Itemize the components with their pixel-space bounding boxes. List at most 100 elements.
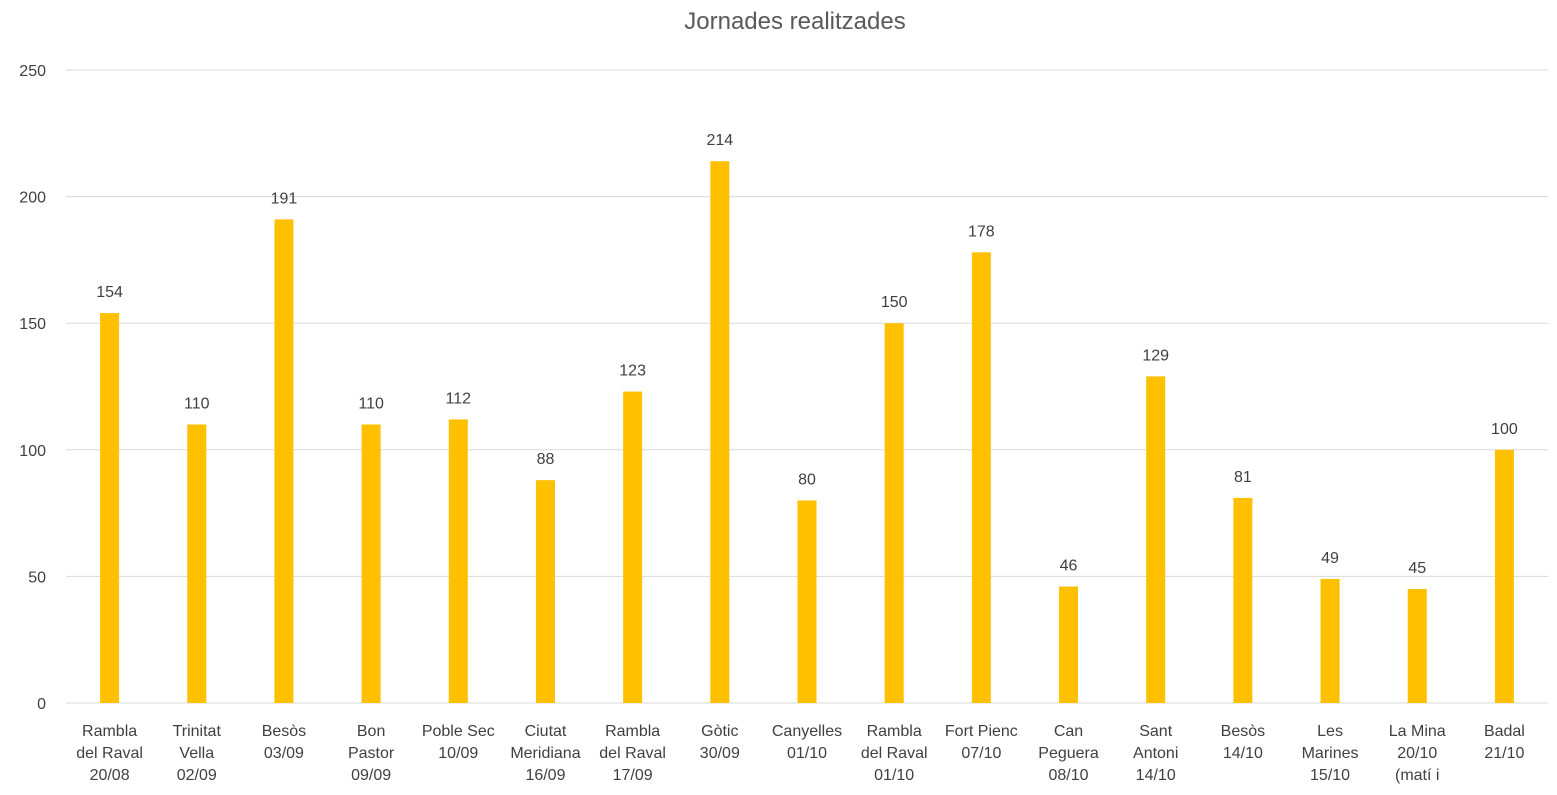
x-tick-label: Besòs 14/10 xyxy=(1221,723,1265,762)
data-label: 154 xyxy=(96,284,123,301)
x-tick-line: Meridiana xyxy=(510,745,580,762)
x-tick-line: Rambla xyxy=(605,723,660,740)
x-tick-line: 15/10 xyxy=(1310,767,1350,784)
x-tick-line: 16/09 xyxy=(525,767,565,784)
x-tick-label: Besòs 03/09 xyxy=(262,723,306,762)
x-tick-line: La Mina xyxy=(1389,723,1446,740)
x-tick-line: Badal xyxy=(1484,723,1525,740)
x-tick-line: 17/09 xyxy=(613,767,653,784)
x-tick-line: Can xyxy=(1054,723,1083,740)
bar xyxy=(1407,589,1427,703)
x-tick-label: Canyelles 01/10 xyxy=(772,723,842,762)
x-tick-line: Gòtic xyxy=(701,723,738,740)
x-tick-label: Poble Sec 10/09 xyxy=(422,723,495,762)
bar xyxy=(1146,376,1166,703)
x-tick-line: Ciutat xyxy=(525,723,567,740)
x-tick-line: Canyelles xyxy=(772,723,842,740)
x-tick-label: Gòtic 30/09 xyxy=(700,723,740,762)
bar xyxy=(448,419,468,703)
x-tick-label: Sant Antoni 14/10 xyxy=(1133,723,1178,784)
bar xyxy=(1059,586,1079,703)
x-tick-label: Fort Pienc 07/10 xyxy=(945,723,1018,762)
x-tick-label: Les Marines 15/10 xyxy=(1302,723,1359,784)
bar xyxy=(361,424,381,703)
x-tick-line: del Raval xyxy=(599,745,666,762)
x-tick-line: Besòs xyxy=(262,723,306,740)
x-tick-line: Bon xyxy=(357,723,385,740)
x-tick-line: 21/10 xyxy=(1484,745,1524,762)
x-axis-ticks: Rambla del Raval 20/08 Trinitat Vella 02/09 Be… xyxy=(76,723,1525,784)
bar xyxy=(1494,449,1514,703)
bar xyxy=(884,323,904,703)
x-tick-line: Rambla xyxy=(867,723,922,740)
data-label: 81 xyxy=(1234,469,1252,486)
x-tick-line: 03/09 xyxy=(264,745,304,762)
y-tick-label: 250 xyxy=(19,63,46,80)
x-tick-line: Besòs xyxy=(1221,723,1265,740)
x-tick-line: 14/10 xyxy=(1136,767,1176,784)
y-tick-label: 0 xyxy=(37,696,46,713)
x-tick-label: Can Peguera 08/10 xyxy=(1038,723,1099,784)
x-tick-line: 10/09 xyxy=(438,745,478,762)
y-tick-label: 50 xyxy=(28,569,46,586)
data-labels: 154 110 191 110 112 88 123 214 80 150 178 46 129 81 49… xyxy=(96,132,1518,577)
data-label: 46 xyxy=(1060,558,1078,575)
y-tick-label: 200 xyxy=(19,190,46,207)
x-tick-line: 30/09 xyxy=(700,745,740,762)
data-label: 112 xyxy=(446,390,472,407)
data-label: 110 xyxy=(184,395,210,412)
x-tick-label: Trinitat Vella 02/09 xyxy=(173,723,222,784)
x-tick-line: 01/10 xyxy=(787,745,827,762)
bar xyxy=(710,161,730,704)
x-tick-line: Pastor xyxy=(348,745,395,762)
x-tick-line: 20/10 xyxy=(1397,745,1437,762)
x-tick-line: Poble Sec xyxy=(422,723,495,740)
x-tick-line: del Raval xyxy=(76,745,143,762)
y-tick-label: 150 xyxy=(19,316,46,333)
x-tick-label: Bon Pastor 09/09 xyxy=(348,723,395,784)
x-tick-line: Trinitat xyxy=(173,723,222,740)
data-label: 110 xyxy=(358,395,384,412)
x-tick-line: Rambla xyxy=(82,723,137,740)
x-tick-line: 09/09 xyxy=(351,767,391,784)
x-tick-label: Rambla del Raval 01/10 xyxy=(861,723,928,784)
bar xyxy=(187,424,207,703)
x-tick-line: Fort Pienc xyxy=(945,723,1018,740)
data-label: 45 xyxy=(1408,560,1426,577)
chart-title: Jornades realitzades xyxy=(684,8,905,35)
x-tick-line: Les xyxy=(1317,723,1343,740)
data-label: 80 xyxy=(798,471,816,488)
x-tick-line: 14/10 xyxy=(1223,745,1263,762)
x-tick-line: 20/08 xyxy=(90,767,130,784)
x-tick-line: 08/10 xyxy=(1049,767,1089,784)
bar xyxy=(100,313,120,703)
bar xyxy=(1233,497,1253,703)
y-axis-ticks: 0 50 100 150 200 250 xyxy=(19,63,46,713)
bar xyxy=(623,391,643,703)
x-tick-label: La Mina 20/10 (matí i xyxy=(1389,723,1446,784)
data-label: 191 xyxy=(271,190,298,207)
bar xyxy=(971,252,991,703)
bar xyxy=(1320,578,1340,703)
data-label: 123 xyxy=(619,363,646,380)
data-label: 150 xyxy=(881,294,908,311)
bar xyxy=(535,480,555,703)
data-label: 129 xyxy=(1142,347,1169,364)
x-tick-line: Antoni xyxy=(1133,745,1178,762)
bars xyxy=(100,161,1514,704)
x-tick-line: del Raval xyxy=(861,745,928,762)
x-tick-line: (matí i xyxy=(1395,767,1439,784)
x-tick-label: Ciutat Meridiana 16/09 xyxy=(510,723,580,784)
x-tick-line: Sant xyxy=(1139,723,1172,740)
x-tick-line: Peguera xyxy=(1038,745,1099,762)
bar xyxy=(797,500,817,703)
x-tick-label: Rambla del Raval 17/09 xyxy=(599,723,666,784)
y-tick-label: 100 xyxy=(19,443,46,460)
x-tick-line: Vella xyxy=(179,745,214,762)
x-tick-line: 07/10 xyxy=(961,745,1001,762)
gridlines xyxy=(66,69,1548,704)
x-tick-line: Marines xyxy=(1302,745,1359,762)
x-tick-label: Badal 21/10 xyxy=(1484,723,1525,762)
data-label: 178 xyxy=(968,223,995,240)
